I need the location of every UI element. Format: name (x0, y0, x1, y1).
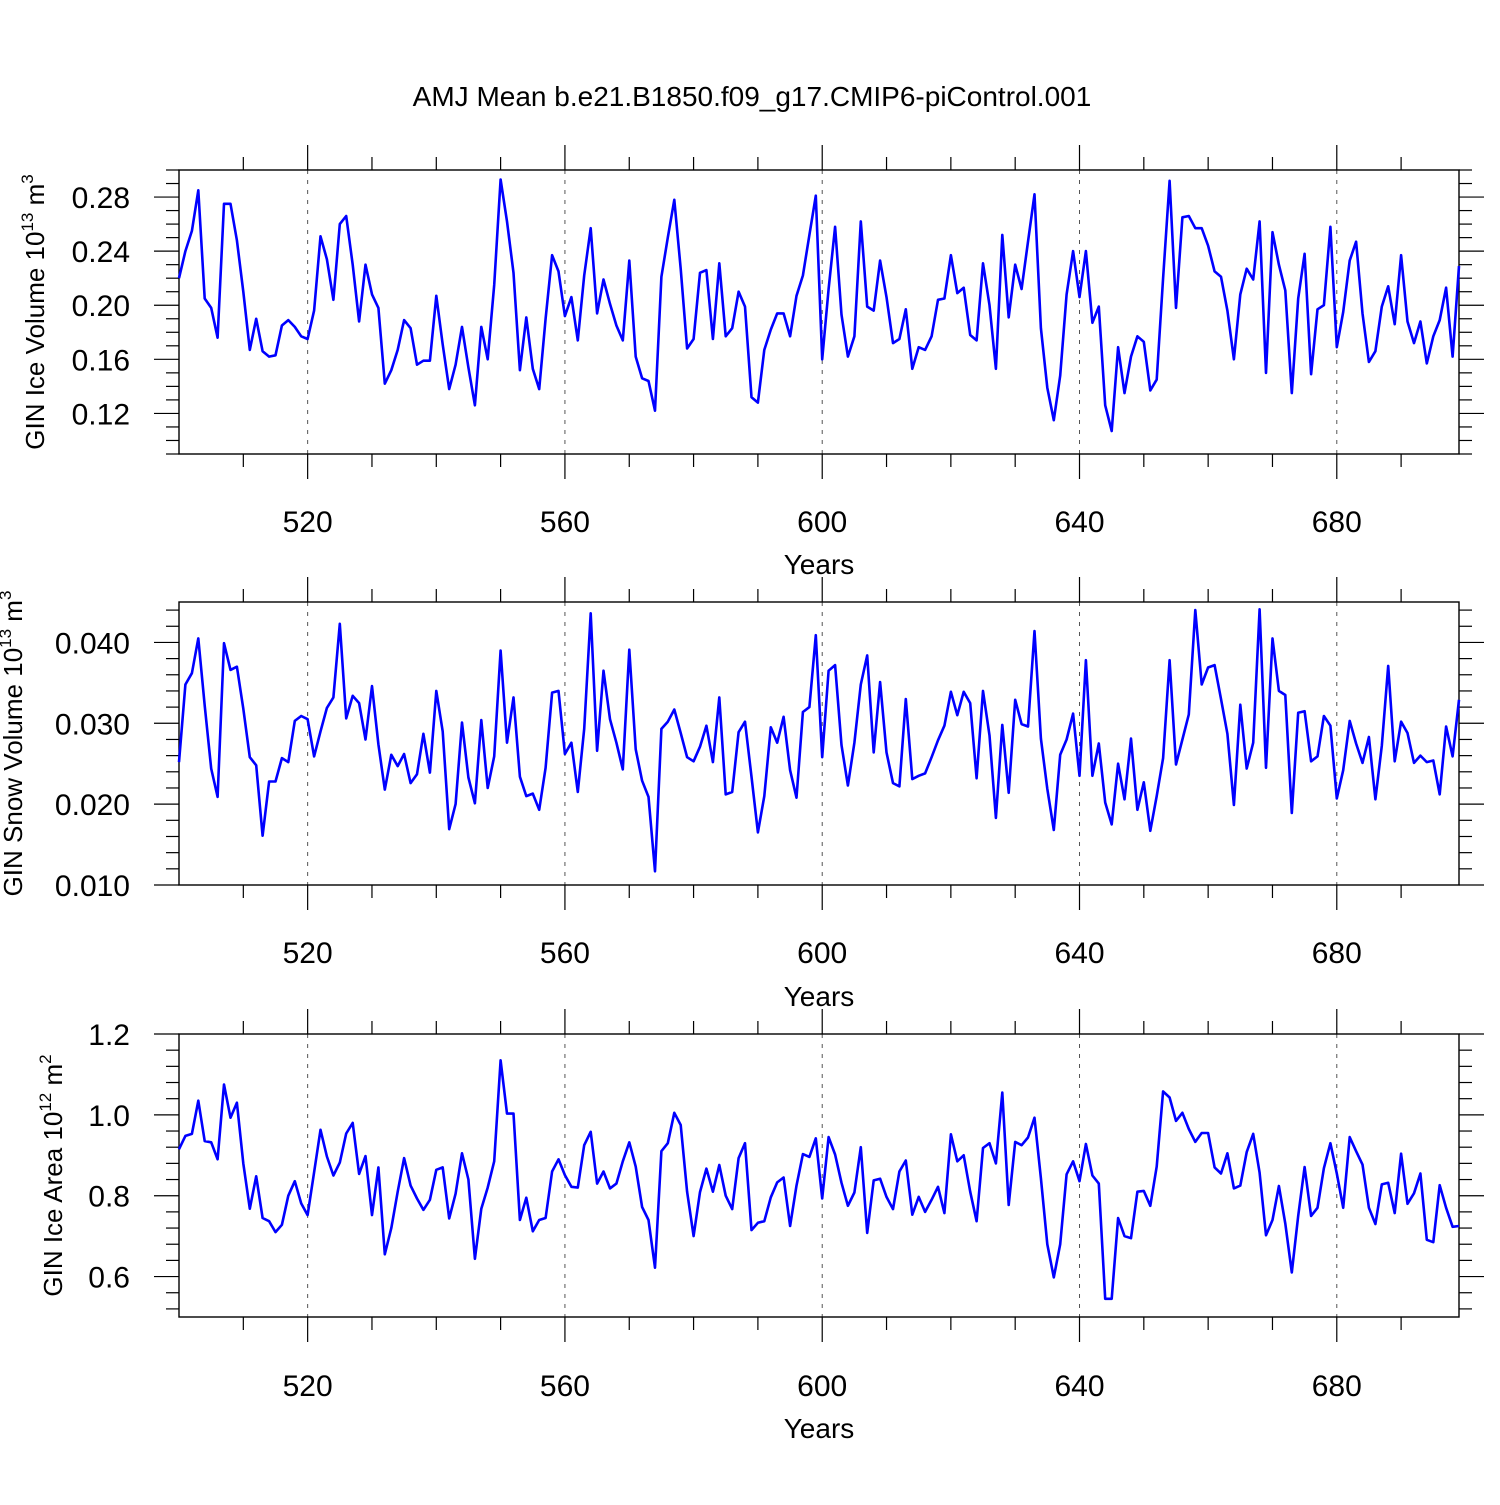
y-tick-label: 0.8 (88, 1181, 130, 1214)
x-tick-label: 520 (283, 1370, 333, 1403)
y-tick-label: 0.040 (55, 627, 130, 660)
chart-panel-1: 0.12 0.16 0.20 0.24 0.28 520 560 600 640 680 Years… (18, 145, 1484, 580)
y-tick-label: 0.16 (72, 344, 130, 377)
x-axis-label: Years (784, 1413, 855, 1444)
series-line (177, 178, 1461, 433)
plot-frame (178, 1033, 1460, 1318)
y-tick-label: 0.6 (88, 1262, 130, 1295)
y-tick-label: 1.0 (88, 1100, 130, 1133)
x-tick-label: 680 (1312, 506, 1362, 539)
chart-title: AMJ Mean b.e21.B1850.f09_g17.CMIP6-piCon… (413, 81, 1092, 112)
x-tick-label: 560 (540, 1370, 590, 1403)
x-tick-label: 680 (1312, 937, 1362, 970)
x-axis-label: Years (784, 981, 855, 1012)
x-tick-label: 520 (283, 937, 333, 970)
chart-panel-2: 0.010 0.020 0.030 0.040 520 560 600 640 680 Years… (0, 577, 1484, 1012)
x-tick-label: 680 (1312, 1370, 1362, 1403)
series-line (177, 607, 1461, 873)
y-axis-label: GIN Ice Area 1012 m2 (36, 1054, 68, 1296)
y-tick-label: 0.28 (72, 182, 130, 215)
x-tick-label: 560 (540, 506, 590, 539)
x-tick-label: 640 (1054, 937, 1104, 970)
series-line (177, 1059, 1460, 1301)
x-tick-label: 640 (1054, 1370, 1104, 1403)
y-axis-label: GIN Ice Volume 1013 m3 (18, 174, 50, 450)
y-tick-label: 0.20 (72, 290, 130, 323)
x-tick-label: 560 (540, 937, 590, 970)
y-axis-label: GIN Snow Volume 1013 m3 (0, 591, 28, 897)
y-tick-label: 0.010 (55, 870, 130, 903)
y-tick-label: 0.12 (72, 398, 130, 431)
x-tick-label: 600 (797, 506, 847, 539)
x-tick-label: 520 (283, 506, 333, 539)
y-tick-label: 0.24 (72, 236, 130, 269)
x-tick-label: 600 (797, 937, 847, 970)
x-tick-label: 600 (797, 1370, 847, 1403)
chart-panel-3: 0.6 0.8 1.0 1.2 520 560 600 640 680 Years GIN Ice … (36, 1009, 1484, 1444)
plot-frame (178, 601, 1460, 886)
y-tick-label: 1.2 (88, 1019, 130, 1052)
x-axis-label: Years (784, 549, 855, 580)
x-tick-label: 640 (1054, 506, 1104, 539)
y-tick-label: 0.030 (55, 708, 130, 741)
y-tick-label: 0.020 (55, 789, 130, 822)
plot-frame (178, 169, 1460, 455)
